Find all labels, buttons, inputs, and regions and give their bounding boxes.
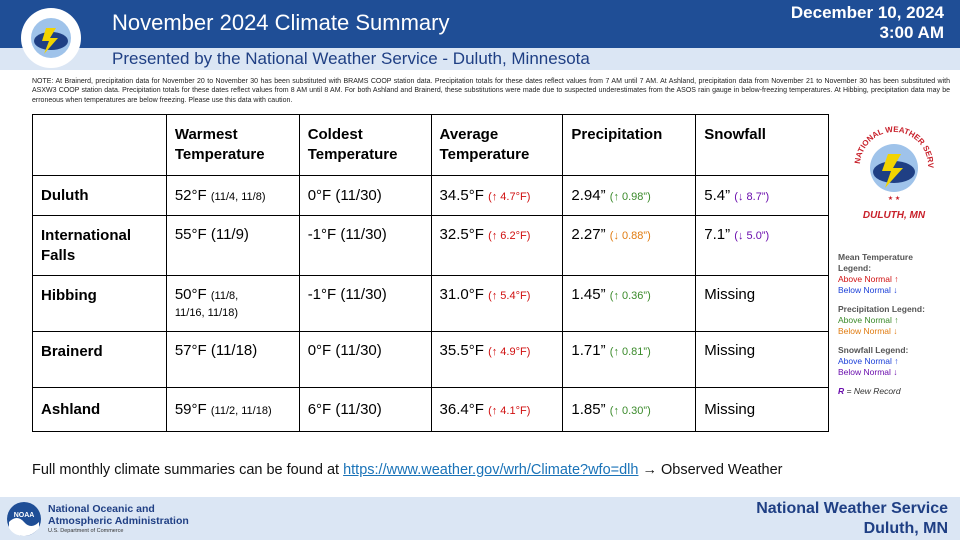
page-subtitle: Presented by the National Weather Servic… (112, 49, 590, 68)
header-bar (0, 0, 960, 48)
precip-cell: 2.94” (↑ 0.98”) (562, 175, 697, 216)
precip-cell: 1.71” (↑ 0.81”) (562, 331, 697, 388)
legend-snow-title: Snowfall Legend: (838, 345, 909, 355)
snow-cell: 5.4” (↓ 8.7”) (695, 175, 829, 216)
warmest-cell: 55°F (11/9) (165, 215, 300, 276)
footer-note: Full monthly climate summaries can be fo… (32, 462, 783, 478)
nws-duluth-logo-icon: NATIONAL WEATHER SERVICE ★ ★ DULUTH, MN (848, 118, 935, 221)
legend-mean-below: Below Normal ↓ (838, 285, 898, 295)
header: November 2024 Climate Summary Presented … (0, 0, 960, 70)
table-row: Brainerd 57°F (11/18) 0°F (11/30) 35.5°F… (32, 331, 829, 388)
header-warmest: Warmest Temperature (165, 114, 300, 176)
page-title: November 2024 Climate Summary (112, 10, 450, 35)
station-name: International Falls (32, 215, 167, 276)
legend-snow-below: Below Normal ↓ (838, 367, 898, 377)
snow-cell: Missing (695, 331, 829, 388)
average-cell: 34.5°F (↑ 4.7°F) (430, 175, 564, 216)
legend-snow-above: Above Normal ↑ (838, 356, 899, 366)
snow-cell: Missing (695, 387, 829, 432)
average-cell: 32.5°F (↑ 6.2°F) (430, 215, 564, 276)
noaa-department: U.S. Department of Commerce (48, 528, 124, 534)
table-row: International Falls 55°F (11/9) -1°F (11/… (32, 215, 829, 276)
average-cell: 36.4°F (↑ 4.1°F) (430, 387, 564, 432)
issue-date: December 10, 2024 3:00 AM (791, 3, 944, 43)
svg-text:★ ★: ★ ★ (888, 195, 900, 202)
header-snowfall: Snowfall (695, 114, 829, 176)
nws-office: National Weather Service Duluth, MN (756, 500, 948, 537)
warmest-cell: 57°F (11/18) (165, 331, 300, 388)
legend-precip-title: Precipitation Legend: (838, 304, 925, 314)
precip-cell: 2.27” (↓ 0.88”) (562, 215, 697, 276)
legend-mean-title: Mean Temperature Legend: (838, 252, 913, 273)
nws-logo-icon (21, 8, 81, 68)
header-station (32, 114, 167, 176)
coldest-cell: 0°F (11/30) (298, 175, 432, 216)
warmest-cell: 59°F (11/2, 11/18) (165, 387, 300, 432)
legend-record: R = New Record (838, 386, 901, 396)
noaa-name: National Oceanic and Atmospheric Adminis… (48, 503, 189, 527)
noaa-logo-icon: NOAA (7, 502, 41, 536)
legend-mean-above: Above Normal ↑ (838, 274, 899, 284)
table-row: Hibbing 50°F (11/8, 11/16, 11/18) -1°F (1… (32, 275, 829, 332)
snow-cell: Missing (695, 275, 829, 332)
coldest-cell: 0°F (11/30) (298, 331, 432, 388)
bottom-bar (0, 497, 960, 540)
coldest-cell: -1°F (11/30) (298, 215, 432, 276)
subtitle-bar (0, 48, 960, 70)
station-name: Ashland (32, 387, 167, 432)
station-name: Brainerd (32, 331, 167, 388)
climate-table: Warmest Temperature Coldest Temperature Av… (32, 114, 829, 432)
table-row: Ashland 59°F (11/2, 11/18) 6°F (11/30) 3… (32, 387, 829, 432)
snow-cell: 7.1” (↓ 5.0”) (695, 215, 829, 276)
logo-place: DULUTH, MN (863, 210, 926, 221)
table-row: Duluth 52°F (11/4, 11/8) 0°F (11/30) 34.… (32, 175, 829, 216)
legend-precip-above: Above Normal ↑ (838, 315, 899, 325)
precip-cell: 1.85” (↑ 0.30”) (562, 387, 697, 432)
coldest-cell: -1°F (11/30) (298, 275, 432, 332)
header-coldest: Coldest Temperature (298, 114, 432, 176)
coldest-cell: 6°F (11/30) (298, 387, 432, 432)
station-name: Duluth (32, 175, 167, 216)
precip-cell: 1.45” (↑ 0.36”) (562, 275, 697, 332)
legend-precip-below: Below Normal ↓ (838, 326, 898, 336)
table-header-row: Warmest Temperature Coldest Temperature Av… (32, 114, 829, 176)
warmest-cell: 52°F (11/4, 11/8) (165, 175, 300, 216)
warmest-cell: 50°F (11/8, 11/16, 11/18) (165, 275, 300, 332)
station-name: Hibbing (32, 275, 167, 332)
issue-date-time: 3:00 AM (879, 23, 944, 42)
data-note: NOTE: At Brainerd, precipitation data fo… (32, 78, 950, 104)
legend: Mean Temperature Legend: Above Normal ↑ B… (838, 252, 958, 397)
issue-date-day: December 10, 2024 (790, 3, 944, 22)
average-cell: 35.5°F (↑ 4.9°F) (430, 331, 564, 388)
header-precipitation: Precipitation (562, 114, 697, 176)
svg-text:NOAA: NOAA (14, 512, 35, 519)
climate-link[interactable]: https://www.weather.gov/wrh/Climate?wfo=… (343, 462, 639, 478)
average-cell: 31.0°F (↑ 5.4°F) (430, 275, 564, 332)
header-average: Average Temperature (430, 114, 564, 176)
